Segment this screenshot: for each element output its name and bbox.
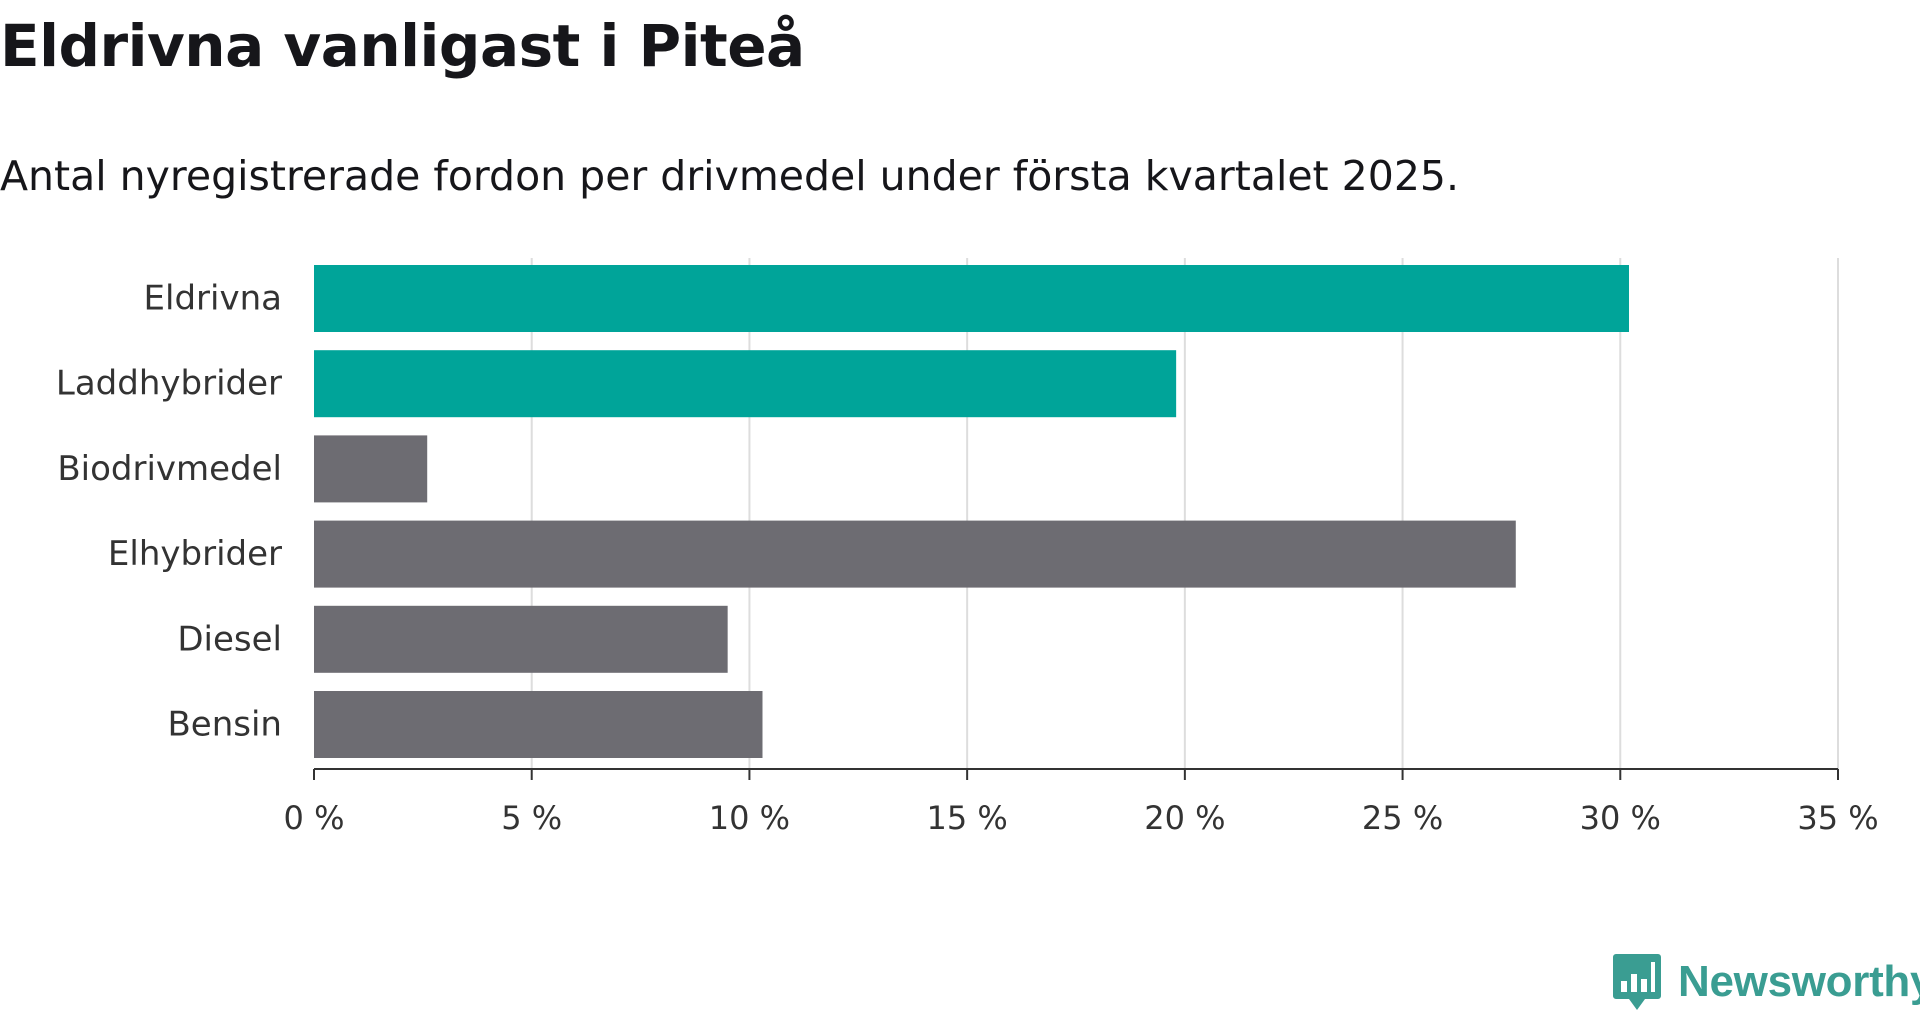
bar-laddhybrider <box>314 350 1177 418</box>
category-label: Laddhybrider <box>56 364 282 404</box>
brand-logo: Newsworthy <box>1612 950 1920 1014</box>
x-tick-label: 35 % <box>1797 799 1878 837</box>
x-tick-label: 10 % <box>709 799 790 837</box>
category-label: Diesel <box>177 619 282 659</box>
bars <box>314 265 1629 758</box>
bar-diesel <box>314 605 728 673</box>
category-label: Bensin <box>167 705 282 745</box>
x-tick-label: 15 % <box>926 799 1007 837</box>
bar-chart: 0 % 5 % 10 % 15 % 20 % 25 % 30 % 35 % Eldrivna L… <box>56 258 1879 837</box>
category-label: Elhybrider <box>108 534 282 574</box>
bar-bensin <box>314 691 763 758</box>
x-tick-label: 30 % <box>1580 799 1661 837</box>
x-tick-label: 0 % <box>284 799 345 837</box>
brand-name: Newsworthy <box>1678 957 1920 1006</box>
x-axis: 0 % 5 % 10 % 15 % 20 % 25 % 30 % 35 % <box>284 768 1879 837</box>
bar-elhybrider <box>314 520 1516 588</box>
chart-subtitle: Antal nyregistrerade fordon per drivmede… <box>0 152 1460 200</box>
bar-eldrivna <box>314 265 1629 332</box>
category-label: Biodrivmedel <box>57 449 282 489</box>
gridlines <box>530 258 1839 769</box>
x-tick-label: 5 % <box>501 799 562 837</box>
x-tick-label: 25 % <box>1362 799 1443 837</box>
category-label: Eldrivna <box>144 279 282 319</box>
category-labels: Eldrivna Laddhybrider Biodrivmedel Elhybrid… <box>56 279 282 745</box>
newsworthy-logo-icon <box>1613 954 1661 1010</box>
x-tick-label: 20 % <box>1144 799 1225 837</box>
chart-title: Eldrivna vanligast i Piteå <box>0 12 805 80</box>
bar-biodrivmedel <box>314 435 428 503</box>
